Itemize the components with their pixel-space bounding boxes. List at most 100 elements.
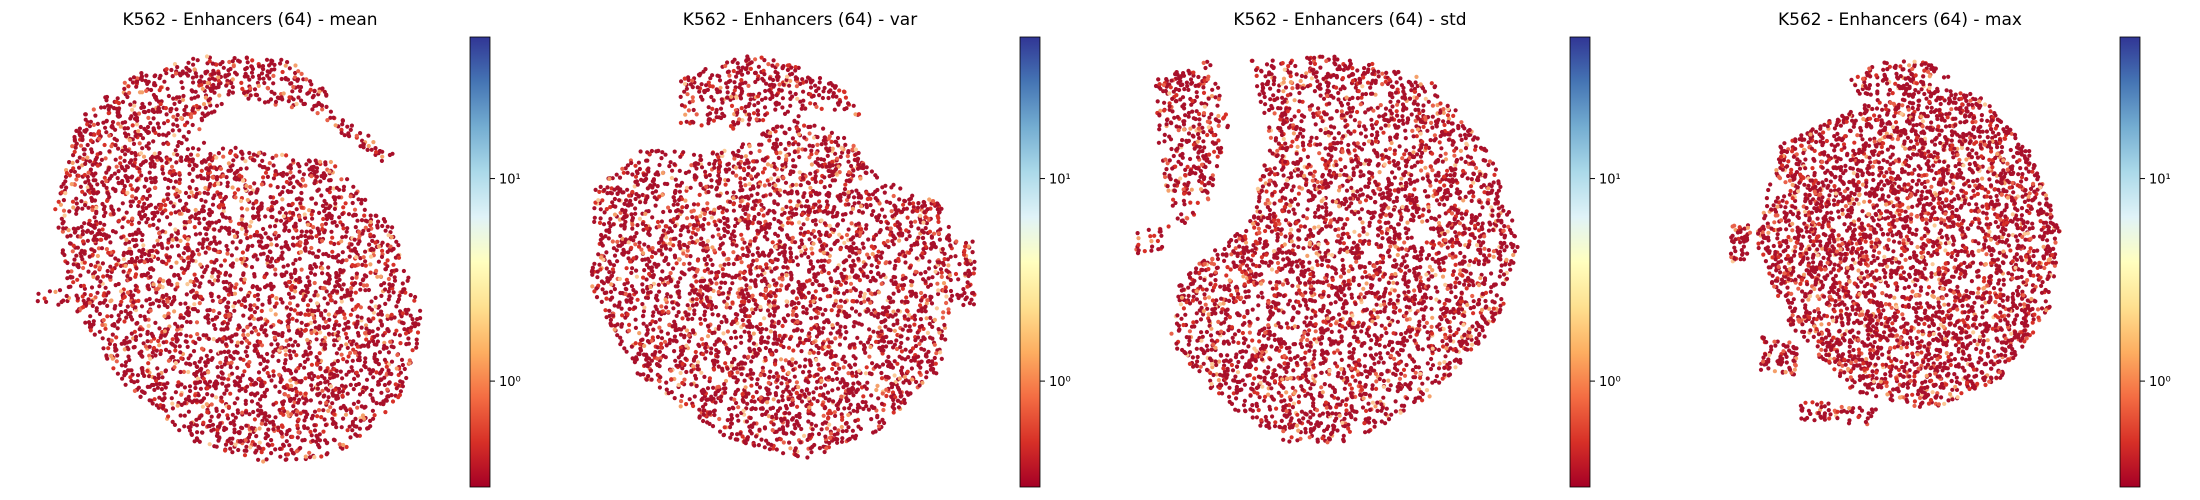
scatter-point xyxy=(732,80,737,85)
scatter-point xyxy=(350,428,355,433)
scatter-point xyxy=(107,133,112,138)
scatter-point xyxy=(298,445,303,451)
scatter-point xyxy=(123,360,129,365)
scatter-point xyxy=(375,357,380,363)
scatter-point xyxy=(291,185,296,190)
scatter-point xyxy=(120,181,125,186)
panel-var: K562 - Enhancers (64) - var 10⁰ 10¹ xyxy=(550,0,1100,500)
scatter-point xyxy=(745,401,750,406)
scatter-point xyxy=(296,69,301,74)
scatter-point xyxy=(287,368,293,373)
scatter-point xyxy=(726,290,731,295)
scatter-point xyxy=(260,302,265,307)
scatter-point xyxy=(308,429,313,434)
scatter-point xyxy=(184,333,189,338)
scatter-point xyxy=(149,258,154,263)
scatter-point xyxy=(188,279,193,284)
scatter-point xyxy=(747,314,752,319)
scatter-point xyxy=(283,352,288,357)
scatter-point xyxy=(134,79,140,85)
scatter-point xyxy=(175,123,180,128)
scatter-point xyxy=(214,155,219,160)
scatter-point xyxy=(896,288,901,294)
scatter-point xyxy=(195,58,200,63)
scatter-point xyxy=(80,229,85,234)
scatter-point xyxy=(156,106,161,111)
scatter-point xyxy=(285,60,290,65)
scatter-point xyxy=(239,221,244,226)
scatter-point xyxy=(288,337,293,342)
scatter-point xyxy=(152,180,158,185)
scatter-point xyxy=(243,410,249,415)
scatter-point xyxy=(296,343,301,348)
scatter-point xyxy=(97,136,102,141)
scatter-point xyxy=(201,420,206,425)
scatter-point xyxy=(352,237,357,242)
scatter-point xyxy=(340,211,345,217)
scatter-point xyxy=(220,399,225,404)
scatter-point xyxy=(328,384,333,389)
scatter-point xyxy=(212,235,217,240)
scatter-point xyxy=(317,432,322,437)
scatter-point xyxy=(827,422,832,427)
scatter-point xyxy=(245,197,250,203)
scatter-point xyxy=(164,112,169,117)
scatter-point xyxy=(300,178,306,183)
scatter-point xyxy=(382,357,387,362)
scatter-point xyxy=(409,325,414,330)
scatter-point xyxy=(653,203,658,208)
scatter-point xyxy=(293,285,298,290)
scatter-point xyxy=(148,156,153,161)
scatter-point xyxy=(268,183,273,188)
scatter-point xyxy=(161,141,166,146)
scatter-point xyxy=(115,113,120,118)
scatter-point xyxy=(348,312,353,317)
scatter-point xyxy=(320,271,325,276)
scatter-point xyxy=(241,332,246,338)
scatter-point xyxy=(351,401,356,406)
scatter-point xyxy=(160,375,165,380)
scatter-point xyxy=(309,245,314,251)
scatter-point xyxy=(232,379,237,384)
scatter-point xyxy=(309,433,314,438)
scatter-point xyxy=(240,178,246,183)
scatter-point xyxy=(763,96,768,101)
scatter-point xyxy=(99,237,104,242)
scatter-point xyxy=(755,246,760,251)
scatter-point xyxy=(133,305,138,310)
scatter-point xyxy=(858,290,863,295)
scatter-point xyxy=(233,415,238,420)
scatter-point xyxy=(77,126,82,131)
scatter-point xyxy=(221,173,226,178)
scatter-point xyxy=(924,354,929,359)
scatter-point xyxy=(880,417,885,422)
scatter-point xyxy=(220,381,225,386)
scatter-point xyxy=(970,250,975,255)
scatter-point xyxy=(786,345,792,350)
scatter-point xyxy=(114,99,119,104)
scatter-point xyxy=(222,349,227,354)
scatter-point xyxy=(679,79,684,84)
scatter-point xyxy=(327,178,332,183)
scatter-point xyxy=(961,302,966,308)
scatter-point xyxy=(193,232,198,237)
scatter-point xyxy=(277,210,282,215)
scatter-point xyxy=(224,243,229,249)
scatter-point xyxy=(156,375,161,381)
scatter-point xyxy=(310,95,315,100)
scatter-point xyxy=(89,247,94,252)
scatter-point xyxy=(350,368,355,373)
scatter-point xyxy=(244,166,249,171)
scatter-point xyxy=(255,401,260,406)
scatter-point xyxy=(162,391,167,396)
scatter-point xyxy=(218,194,223,200)
scatter-point xyxy=(77,165,82,170)
scatter-point xyxy=(314,439,319,444)
scatter-point xyxy=(224,388,229,393)
scatter-point xyxy=(340,222,345,228)
scatter-point xyxy=(184,292,189,297)
scatter-point xyxy=(748,97,753,102)
scatter-point xyxy=(344,335,349,340)
scatter-point xyxy=(380,154,385,159)
scatter-point xyxy=(168,107,173,112)
